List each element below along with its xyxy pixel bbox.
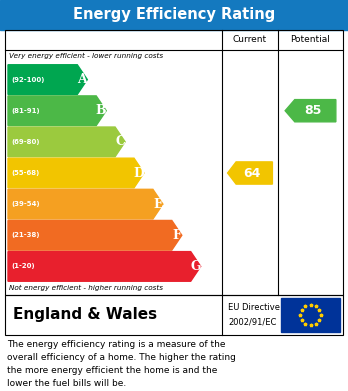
Bar	[5, 295, 343, 335]
Text: G: G	[190, 260, 201, 273]
Text: (69-80): (69-80)	[11, 139, 40, 145]
Text: The energy efficiency rating is a measure of the
overall efficiency of a home. T: The energy efficiency rating is a measur…	[7, 340, 236, 387]
Text: Potential: Potential	[291, 36, 331, 45]
Text: B: B	[96, 104, 106, 117]
Text: Very energy efficient - lower running costs: Very energy efficient - lower running co…	[9, 53, 163, 59]
Text: Current: Current	[233, 36, 267, 45]
Text: D: D	[134, 167, 144, 179]
Text: EU Directive: EU Directive	[228, 303, 280, 312]
Polygon shape	[8, 65, 87, 94]
Polygon shape	[8, 96, 106, 126]
Polygon shape	[8, 127, 125, 157]
Polygon shape	[285, 100, 336, 122]
Text: 2002/91/EC: 2002/91/EC	[228, 318, 276, 327]
Bar	[5, 30, 343, 295]
Text: C: C	[115, 135, 125, 148]
Text: 64: 64	[243, 167, 261, 179]
Text: (1-20): (1-20)	[11, 264, 34, 269]
Text: 85: 85	[304, 104, 321, 117]
Bar	[0, 0, 348, 30]
Bar	[281, 298, 340, 332]
Polygon shape	[8, 221, 182, 250]
Text: F: F	[172, 229, 181, 242]
Text: E: E	[153, 197, 163, 211]
Text: (21-38): (21-38)	[11, 232, 40, 238]
Polygon shape	[8, 251, 201, 281]
Polygon shape	[8, 189, 163, 219]
Polygon shape	[228, 162, 272, 184]
Text: Energy Efficiency Rating: Energy Efficiency Rating	[73, 7, 275, 23]
Text: England & Wales: England & Wales	[13, 307, 157, 323]
Text: A: A	[77, 73, 87, 86]
Polygon shape	[8, 158, 144, 188]
Text: (39-54): (39-54)	[11, 201, 40, 207]
Text: (55-68): (55-68)	[11, 170, 39, 176]
Text: Not energy efficient - higher running costs: Not energy efficient - higher running co…	[9, 285, 163, 291]
Text: (81-91): (81-91)	[11, 108, 40, 114]
Text: (92-100): (92-100)	[11, 77, 45, 83]
